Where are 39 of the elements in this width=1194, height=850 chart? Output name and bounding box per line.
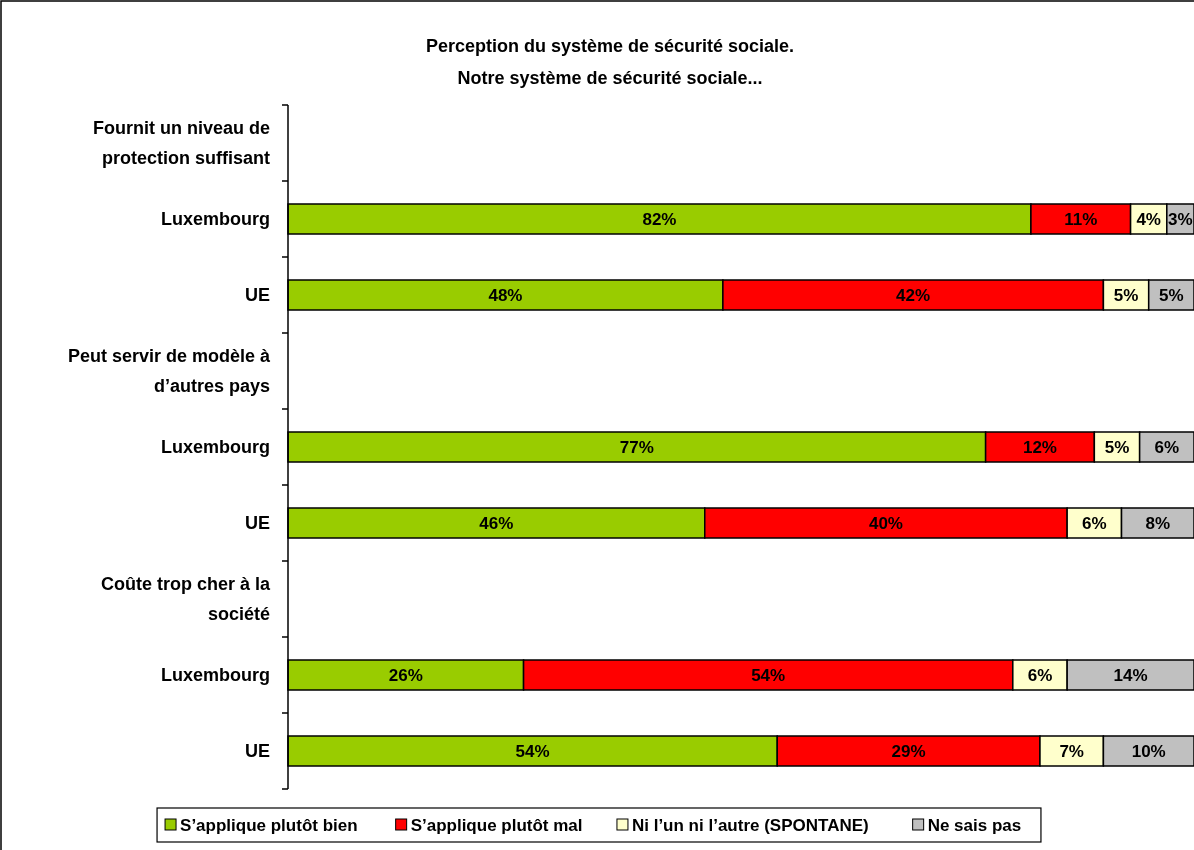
data-label: 40% xyxy=(868,514,903,533)
y-tick-label: Luxembourg xyxy=(160,209,270,229)
data-label: 46% xyxy=(479,514,514,533)
data-label: 42% xyxy=(896,286,931,305)
data-label: 54% xyxy=(751,666,786,685)
legend-label: Ni l’un ni l’autre (SPONTANE) xyxy=(631,816,869,835)
data-label: 4% xyxy=(1136,210,1161,229)
data-label: 10% xyxy=(1131,742,1166,761)
y-tick-label: Coûte trop cher à la société xyxy=(100,574,271,624)
data-label: 5% xyxy=(1104,438,1130,457)
data-label: 7% xyxy=(1059,742,1084,761)
data-label: 5% xyxy=(1113,286,1139,305)
y-tick-label: Peut servir de modèle à d’autres pays xyxy=(67,346,271,396)
data-label: 29% xyxy=(891,742,926,761)
y-tick-label: Fournit un niveau de protection suffisant xyxy=(92,118,270,168)
y-tick-label: Luxembourg xyxy=(160,665,270,685)
data-label: 26% xyxy=(388,666,423,685)
data-label: 48% xyxy=(488,286,523,305)
legend-label: S’applique plutôt mal xyxy=(410,816,583,835)
data-label: 11% xyxy=(1064,210,1098,229)
y-tick-label: UE xyxy=(244,285,270,305)
chart-subtitle: Notre système de sécurité sociale... xyxy=(457,68,763,88)
legend-label: Ne sais pas xyxy=(927,816,1022,835)
y-tick-label: UE xyxy=(244,741,270,761)
data-label: 14% xyxy=(1113,666,1148,685)
data-label: 6% xyxy=(1154,438,1180,457)
y-tick-label: Luxembourg xyxy=(160,437,270,457)
data-label: 54% xyxy=(515,742,550,761)
data-label: 12% xyxy=(1022,438,1057,457)
y-tick-label: UE xyxy=(244,513,270,533)
legend-label: S’applique plutôt bien xyxy=(180,816,358,835)
data-label: 6% xyxy=(1082,514,1107,533)
data-label: 6% xyxy=(1027,666,1053,685)
data-label: 3% xyxy=(1168,210,1193,229)
data-label: 5% xyxy=(1159,286,1184,305)
chart-title: Perception du système de sécurité sociale. xyxy=(425,36,795,56)
data-label: 77% xyxy=(619,438,654,457)
data-label: 8% xyxy=(1145,514,1171,533)
data-label: 82% xyxy=(642,210,677,229)
